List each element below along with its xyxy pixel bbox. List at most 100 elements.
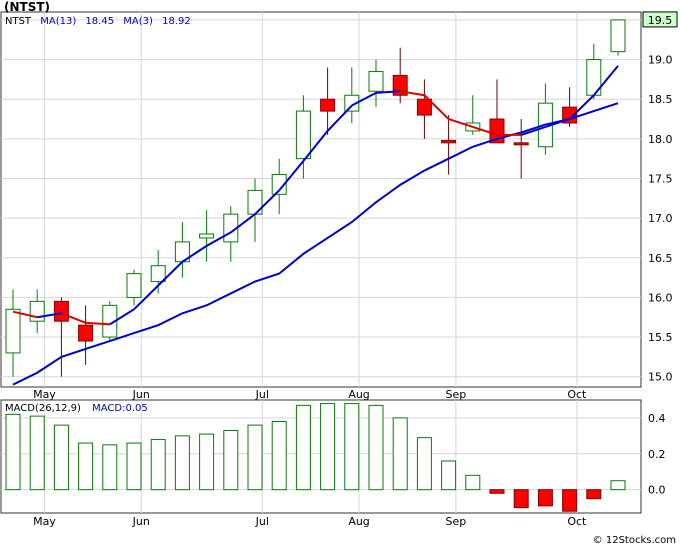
- candle-down: [513, 119, 529, 179]
- price-grid: [1, 12, 641, 387]
- candle-up: [368, 59, 384, 108]
- ma13-line: [12, 102, 619, 386]
- candle-body: [610, 19, 626, 53]
- macd-bar-positive: [223, 429, 239, 491]
- ma3-segment: [12, 310, 38, 319]
- ma3-segment: [326, 104, 353, 132]
- price-tag-text: 19.5: [648, 14, 673, 27]
- ma3-segment: [472, 126, 498, 136]
- macd-tick-label: 0.4: [648, 412, 666, 425]
- ma3-segment: [85, 321, 110, 326]
- macd-bar-positive: [174, 435, 190, 491]
- price-tick-label: 17.0: [648, 212, 673, 225]
- macd-bar-positive: [416, 437, 432, 491]
- candle-body: [199, 233, 215, 239]
- candle-body: [295, 110, 311, 160]
- macd-bar-positive: [465, 474, 481, 491]
- month-label: Oct: [567, 388, 587, 401]
- moving-averages: [12, 65, 619, 386]
- month-label: Aug: [348, 388, 369, 401]
- ma3-segment: [206, 231, 232, 247]
- ma3-segment: [568, 94, 595, 120]
- macd-axis: 0.0 0.2 0.4: [648, 412, 666, 497]
- price-panel: [0, 11, 642, 388]
- candle-body: [29, 300, 45, 322]
- candle-body: [271, 174, 287, 195]
- candle-up: [295, 95, 311, 179]
- month-label: Aug: [348, 515, 369, 528]
- macd-bar-positive: [295, 404, 311, 491]
- candle-down: [441, 115, 457, 175]
- candle-up: [174, 222, 190, 278]
- candle-body: [513, 142, 529, 146]
- candle-up: [126, 269, 142, 306]
- candle-up: [271, 158, 287, 215]
- price-legend: NTST MA(13) 18.45 MA(3) 18.92: [5, 16, 191, 27]
- candle-body: [392, 74, 408, 96]
- macd-tick-label: 0.0: [648, 484, 666, 497]
- month-label: May: [33, 515, 56, 528]
- chart-title: (NTST): [4, 0, 50, 14]
- macd-bar-positive: [247, 424, 263, 491]
- candle-body: [320, 98, 336, 112]
- candle-body: [5, 308, 21, 354]
- macd-legend-value: MACD:0.05: [92, 403, 148, 414]
- ma3-segment: [157, 261, 184, 287]
- ma3-segment: [278, 160, 305, 192]
- macd-bar-negative: [513, 489, 529, 509]
- macd-bar-negative: [586, 489, 602, 500]
- candle-up: [199, 210, 215, 262]
- ma3-segment: [302, 130, 329, 162]
- macd-bar-positive: [199, 433, 215, 491]
- price-tick-label: 15.0: [648, 371, 673, 384]
- ma3-segment: [375, 90, 401, 94]
- candle-down: [53, 297, 69, 377]
- macd-bar-positive: [271, 421, 287, 491]
- macd-bar-positive: [29, 415, 45, 491]
- macd-bar-positive: [392, 417, 408, 491]
- ma3-segment: [61, 312, 86, 324]
- macd-bar-positive: [78, 442, 94, 491]
- month-label: Oct: [567, 515, 587, 528]
- legend-ma3-label: MA(3): [123, 16, 153, 27]
- month-label: Sep: [445, 388, 466, 401]
- candle-down: [392, 47, 408, 104]
- candle-down: [78, 305, 94, 365]
- ma3-segment: [109, 308, 135, 326]
- candle-body: [126, 273, 142, 298]
- candle-up: [102, 301, 118, 342]
- month-label: Jul: [255, 388, 269, 401]
- macd-legend: MACD(26,12,9) MACD:0.05: [5, 403, 148, 414]
- candle-body: [441, 139, 457, 144]
- month-label: Jun: [132, 515, 150, 528]
- macd-bar-positive: [102, 444, 118, 491]
- candle-up: [610, 19, 626, 56]
- macd-bar-negative: [562, 489, 578, 512]
- candle-down: [416, 79, 432, 139]
- candle-body: [78, 324, 94, 342]
- macd-bar-positive: [344, 403, 360, 491]
- credit-text: © 12Stocks.com: [593, 535, 676, 546]
- ma3-segment: [400, 90, 425, 97]
- ma3-segment: [520, 126, 546, 136]
- price-tick-label: 16.5: [648, 252, 673, 265]
- macd-tick-label: 0.2: [648, 448, 666, 461]
- ma3-segment: [133, 284, 159, 311]
- month-label: Jun: [132, 388, 150, 401]
- legend-ma3-value: 18.92: [162, 16, 191, 27]
- candle-body: [102, 304, 118, 338]
- ma3-segment: [545, 118, 570, 128]
- price-axis: 15.0 15.5 16.0 16.5 17.0 17.5 18.0 18.5 19.0 19.5: [648, 14, 673, 384]
- candle-body: [416, 98, 432, 116]
- month-label: May: [33, 388, 56, 401]
- candle-up: [344, 67, 360, 123]
- candle-down: [489, 79, 505, 144]
- macd-bar-positive: [126, 442, 142, 491]
- ma3-segment: [351, 91, 377, 107]
- macd-bar-positive: [441, 460, 457, 491]
- current-price-tag: 19.5: [642, 11, 678, 28]
- macd-bar-positive: [53, 424, 69, 491]
- candle-up: [586, 43, 602, 100]
- candle-body: [368, 70, 384, 92]
- month-label: Sep: [445, 515, 466, 528]
